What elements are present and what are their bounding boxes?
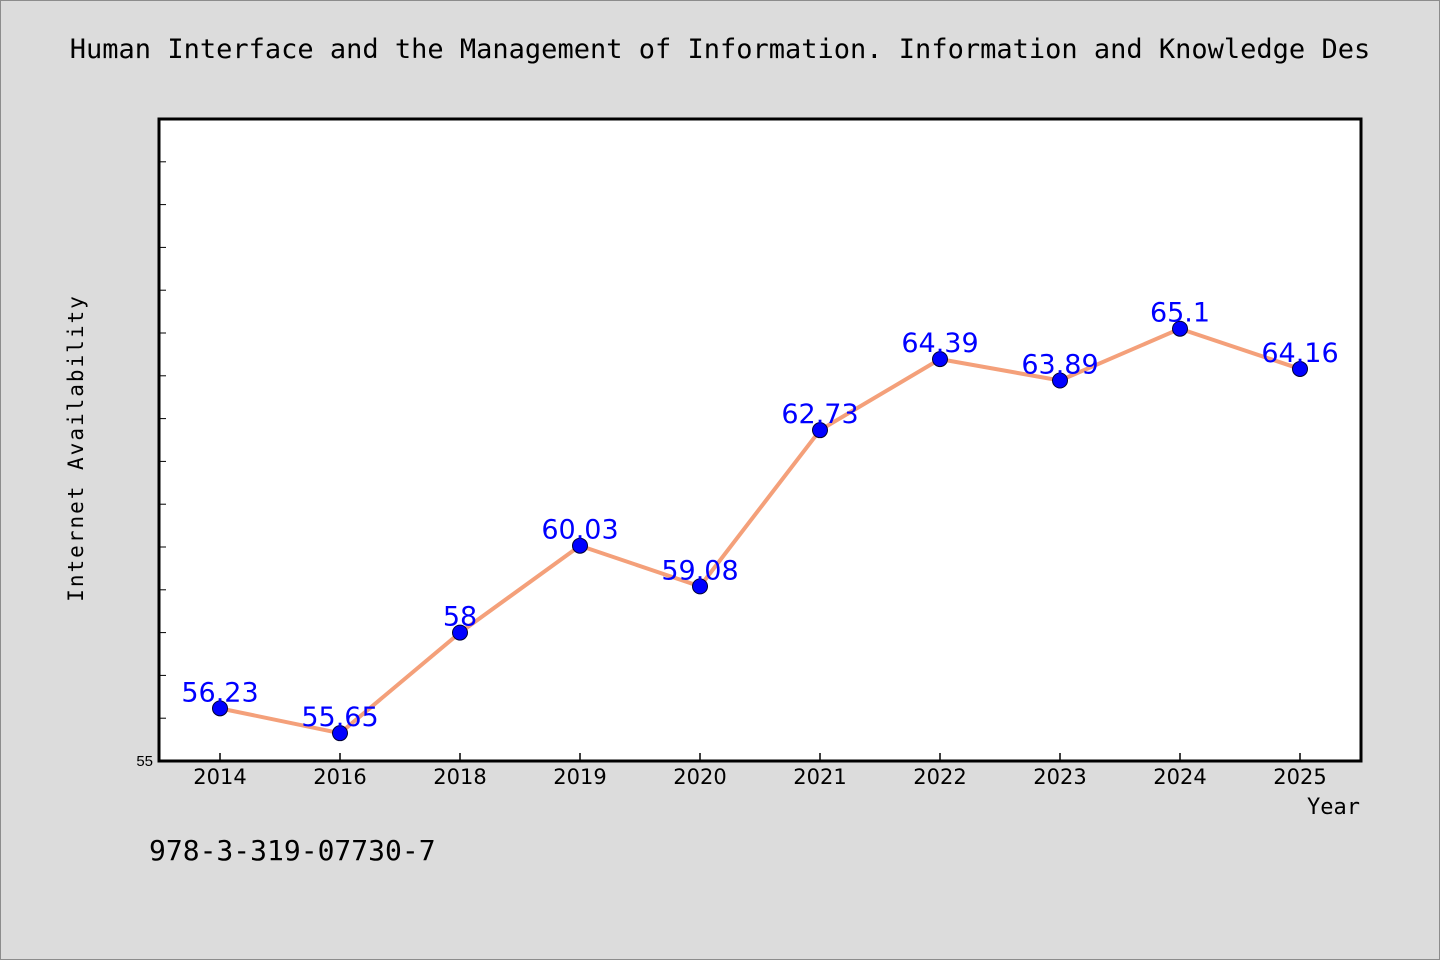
data-point <box>932 351 948 368</box>
plot-area <box>159 119 1361 761</box>
data-label: 63.89 <box>1021 350 1098 381</box>
data-label: 58 <box>443 602 477 633</box>
data-point <box>1292 360 1308 377</box>
data-label: 64.16 <box>1261 338 1338 369</box>
data-point <box>572 537 588 554</box>
x-tick-label: 2021 <box>793 765 846 789</box>
x-tick-label: 2023 <box>1033 765 1086 789</box>
x-axis-label: Year <box>1307 795 1360 820</box>
data-point <box>212 700 228 717</box>
x-tick-label: 2022 <box>913 765 966 789</box>
data-label: 65.1 <box>1150 298 1210 329</box>
x-tick-label: 2020 <box>673 765 726 789</box>
x-tick-label: 2014 <box>193 765 246 789</box>
x-axis-ticks: 2014 2016 2018 2019 2020 2021 2022 2023 2024 2025 <box>193 753 1327 789</box>
data-label: 60.03 <box>541 515 618 546</box>
x-tick-label: 2019 <box>553 765 606 789</box>
x-tick-label: 2025 <box>1273 765 1326 789</box>
data-label: 56.23 <box>181 677 258 708</box>
data-point <box>812 422 828 439</box>
x-tick-label: 2024 <box>1153 765 1206 789</box>
plot-border <box>157 117 1363 763</box>
isbn-footnote: 978-3-319-07730-7 <box>149 834 436 867</box>
data-point <box>332 725 348 742</box>
chart-title: Human Interface and the Management of In… <box>69 34 1371 65</box>
x-tick-label: 2016 <box>313 765 366 789</box>
data-labels: 56.23 55.65 58 60.03 59.08 62.73 64.39 63.89 65.… <box>181 298 1338 733</box>
data-label: 59.08 <box>661 555 738 586</box>
data-point <box>452 624 468 641</box>
data-point <box>1052 372 1068 389</box>
data-label: 64.39 <box>901 328 978 359</box>
y-tick-label: 55 <box>136 753 153 770</box>
series-line <box>219 326 1301 736</box>
data-label: 62.73 <box>781 399 858 430</box>
data-label: 55.65 <box>301 702 378 733</box>
data-markers <box>212 320 1308 742</box>
data-point <box>692 578 708 595</box>
x-tick-label: 2018 <box>433 765 486 789</box>
data-point <box>1172 320 1188 337</box>
